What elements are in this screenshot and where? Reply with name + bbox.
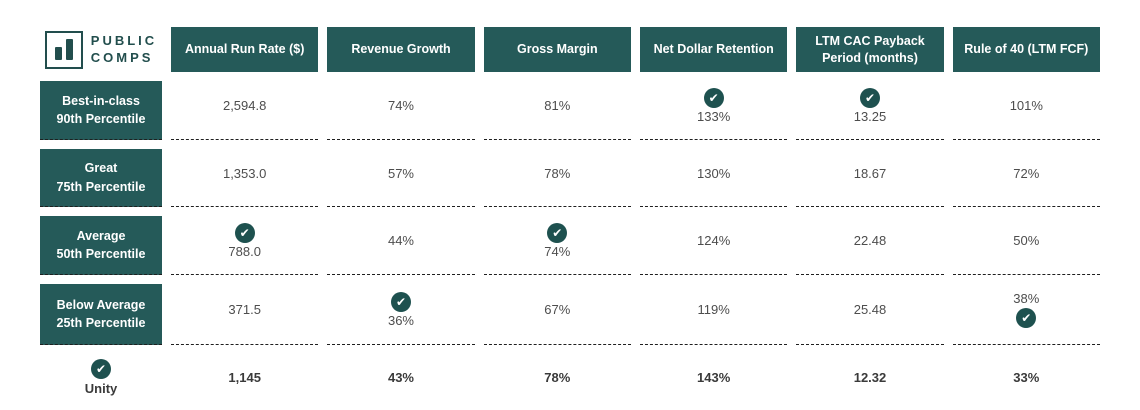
table-cell: ✔101%: [952, 72, 1100, 140]
table-cell: ✔44%: [327, 207, 475, 275]
table-cell: 33%: [1013, 370, 1040, 385]
table-cell: ✔25.48: [796, 275, 944, 345]
table-cell: ✔22.48: [796, 207, 944, 275]
check-icon: ✔: [91, 359, 111, 379]
column-header-annual-run-rate: Annual Run Rate ($): [171, 27, 319, 72]
table-cell: ✔1,353.0: [171, 140, 319, 207]
table-cell: ✔119%: [639, 275, 788, 345]
logo-wordmark: PUBLIC COMPS: [91, 33, 157, 66]
check-icon: ✔: [390, 291, 411, 312]
row-label-50th-percentile: Average 50th Percentile: [40, 216, 162, 275]
column-header-ltm-cac-payback: LTM CAC Payback Period (months): [796, 27, 944, 72]
check-icon: ✔: [703, 87, 724, 108]
table-cell: 38% ✔: [952, 275, 1100, 345]
table-cell: ✔ 36%: [327, 275, 475, 345]
table-cell: ✔74%: [483, 207, 631, 275]
table-cell: ✔18.67: [796, 140, 944, 207]
table-cell: ✔124%: [639, 207, 788, 275]
public-comps-logo: PUBLIC COMPS: [40, 27, 162, 72]
check-icon: ✔: [1016, 308, 1037, 328]
table-cell: ✔72%: [952, 140, 1100, 207]
bar-chart-icon: [44, 30, 83, 69]
column-header-rule-of-40: Rule of 40 (LTM FCF): [952, 27, 1100, 72]
column-header-revenue-growth: Revenue Growth: [327, 27, 475, 72]
table-cell: 143%: [697, 370, 731, 385]
table-cell: ✔130%: [639, 140, 788, 207]
row-label-25th-percentile: Below Average 25th Percentile: [40, 284, 162, 345]
column-header-gross-margin: Gross Margin: [483, 27, 631, 72]
table-cell: 78%: [544, 370, 571, 385]
check-icon: ✔: [859, 87, 880, 108]
logo-line1: PUBLIC: [90, 33, 158, 49]
row-label-75th-percentile: Great 75th Percentile: [40, 149, 162, 207]
row-label-90th-percentile: Best-in-class 90th Percentile: [40, 81, 162, 140]
table-cell: ✔2,594.8: [171, 72, 319, 140]
table-cell: ✔371.5: [171, 275, 319, 345]
table-cell: ✔78%: [483, 140, 631, 207]
check-icon: ✔: [234, 222, 255, 243]
table-cell: 12.32: [853, 370, 887, 385]
table-cell: ✔ 788.0: [171, 207, 319, 275]
table-cell: ✔81%: [483, 72, 631, 140]
row-label-unity: ✔ Unity: [40, 345, 162, 410]
table-cell: ✔ 133%: [639, 72, 788, 140]
table-cell: 1,145: [228, 370, 261, 385]
check-icon: ✔: [547, 222, 568, 243]
table-cell: ✔67%: [483, 275, 631, 345]
column-header-net-dollar-retention: Net Dollar Retention: [639, 27, 788, 72]
table-cell: ✔ 13.25: [796, 72, 944, 140]
table-cell: ✔50%: [952, 207, 1100, 275]
table-cell: 43%: [387, 370, 414, 385]
table-cell: ✔74%: [327, 72, 475, 140]
benchmark-table: PUBLIC COMPS Annual Run Rate ($) Revenue…: [40, 27, 1100, 410]
table-cell: ✔57%: [327, 140, 475, 207]
logo-line2: COMPS: [90, 49, 154, 65]
